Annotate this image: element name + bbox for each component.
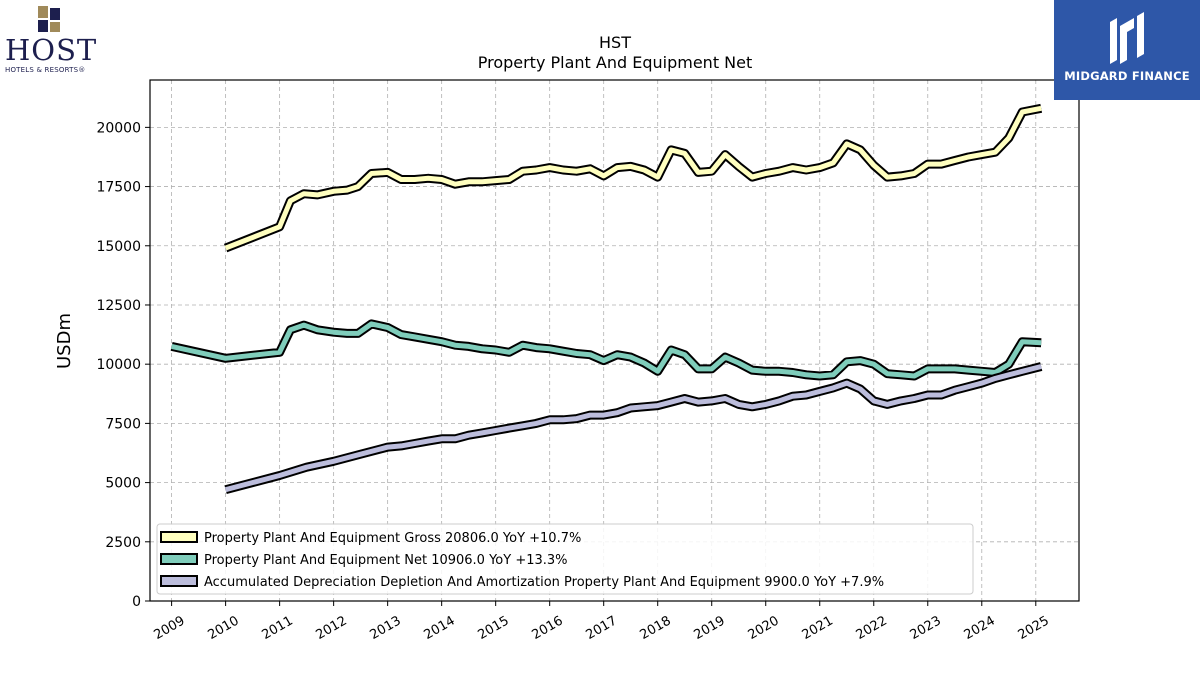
host-logo-subtitle: HOTELS & RESORTS® — [5, 66, 86, 74]
legend-swatch-2 — [160, 575, 198, 587]
x-tick-label-9: 2018 — [638, 613, 674, 643]
y-tick-label-2: 5000 — [105, 476, 141, 492]
y-tick-label-0: 0 — [132, 594, 141, 610]
x-tick-label-12: 2021 — [800, 613, 836, 643]
x-tick-label-0: 2009 — [151, 613, 187, 643]
x-tick-label-1: 2010 — [205, 613, 241, 643]
plot-frame — [149, 79, 1080, 602]
x-tick-label-6: 2015 — [476, 613, 512, 643]
series-outline-1 — [170, 319, 1042, 381]
midgard-logo-mark-icon — [1110, 12, 1144, 64]
legend-swatch-1 — [160, 553, 198, 565]
y-tick-label-3: 7500 — [105, 416, 141, 432]
x-tick-label-8: 2017 — [584, 613, 620, 643]
chart-subtitle: Property Plant And Equipment Net — [478, 53, 753, 72]
series-outline-0 — [223, 103, 1043, 253]
y-tick-label-7: 17500 — [96, 180, 141, 196]
y-axis-label: USDm — [54, 313, 75, 369]
x-tick-label-7: 2016 — [530, 613, 566, 643]
y-tick-label-1: 2500 — [105, 535, 141, 551]
x-tick-label-11: 2020 — [746, 613, 782, 643]
legend: Property Plant And Equipment Gross 20806… — [156, 523, 974, 595]
legend-entry-0: Property Plant And Equipment Gross 20806… — [204, 531, 581, 546]
chart-title: HST — [599, 33, 631, 52]
legend-entry-1: Property Plant And Equipment Net 10906.0… — [204, 553, 568, 568]
series-outline-2 — [224, 362, 1043, 495]
x-tick-label-10: 2019 — [692, 613, 728, 643]
series-line-2 — [224, 364, 1042, 493]
host-logo-name: HOST — [5, 33, 98, 67]
midgard-logo: MIDGARD FINANCE — [1054, 0, 1200, 100]
legend-swatch-0 — [160, 531, 198, 543]
y-tick-label-4: 10000 — [96, 357, 141, 373]
legend-box — [156, 523, 974, 595]
y-axis-ticks: 0 2500 5000 7500 10000 12500 15000 17500 20000 — [96, 120, 150, 610]
legend-entry-2: Accumulated Depreciation Depletion And A… — [204, 575, 884, 590]
series-line-1 — [171, 321, 1042, 379]
y-tick-label-8: 20000 — [96, 120, 141, 136]
x-tick-label-16: 2025 — [1016, 613, 1052, 643]
x-tick-label-4: 2013 — [367, 613, 403, 643]
y-tick-label-6: 15000 — [96, 239, 141, 255]
x-tick-label-15: 2024 — [962, 613, 998, 643]
host-logo: HOST HOTELS & RESORTS® — [4, 4, 104, 76]
grid — [150, 80, 1079, 602]
x-tick-label-14: 2023 — [908, 613, 944, 643]
series-layer — [170, 103, 1043, 495]
x-tick-label-5: 2014 — [422, 613, 458, 643]
x-tick-label-3: 2012 — [313, 613, 349, 643]
midgard-logo-name: MIDGARD FINANCE — [1064, 69, 1190, 83]
y-tick-label-5: 12500 — [96, 298, 141, 314]
x-tick-label-2: 2011 — [259, 613, 295, 643]
x-tick-label-13: 2022 — [854, 613, 890, 643]
series-line-0 — [224, 105, 1042, 251]
host-logo-mark-icon — [38, 6, 60, 32]
x-axis-ticks: 2009 2010 2011 2012 2013 2014 2015 2016 2017 2018… — [151, 601, 1052, 643]
